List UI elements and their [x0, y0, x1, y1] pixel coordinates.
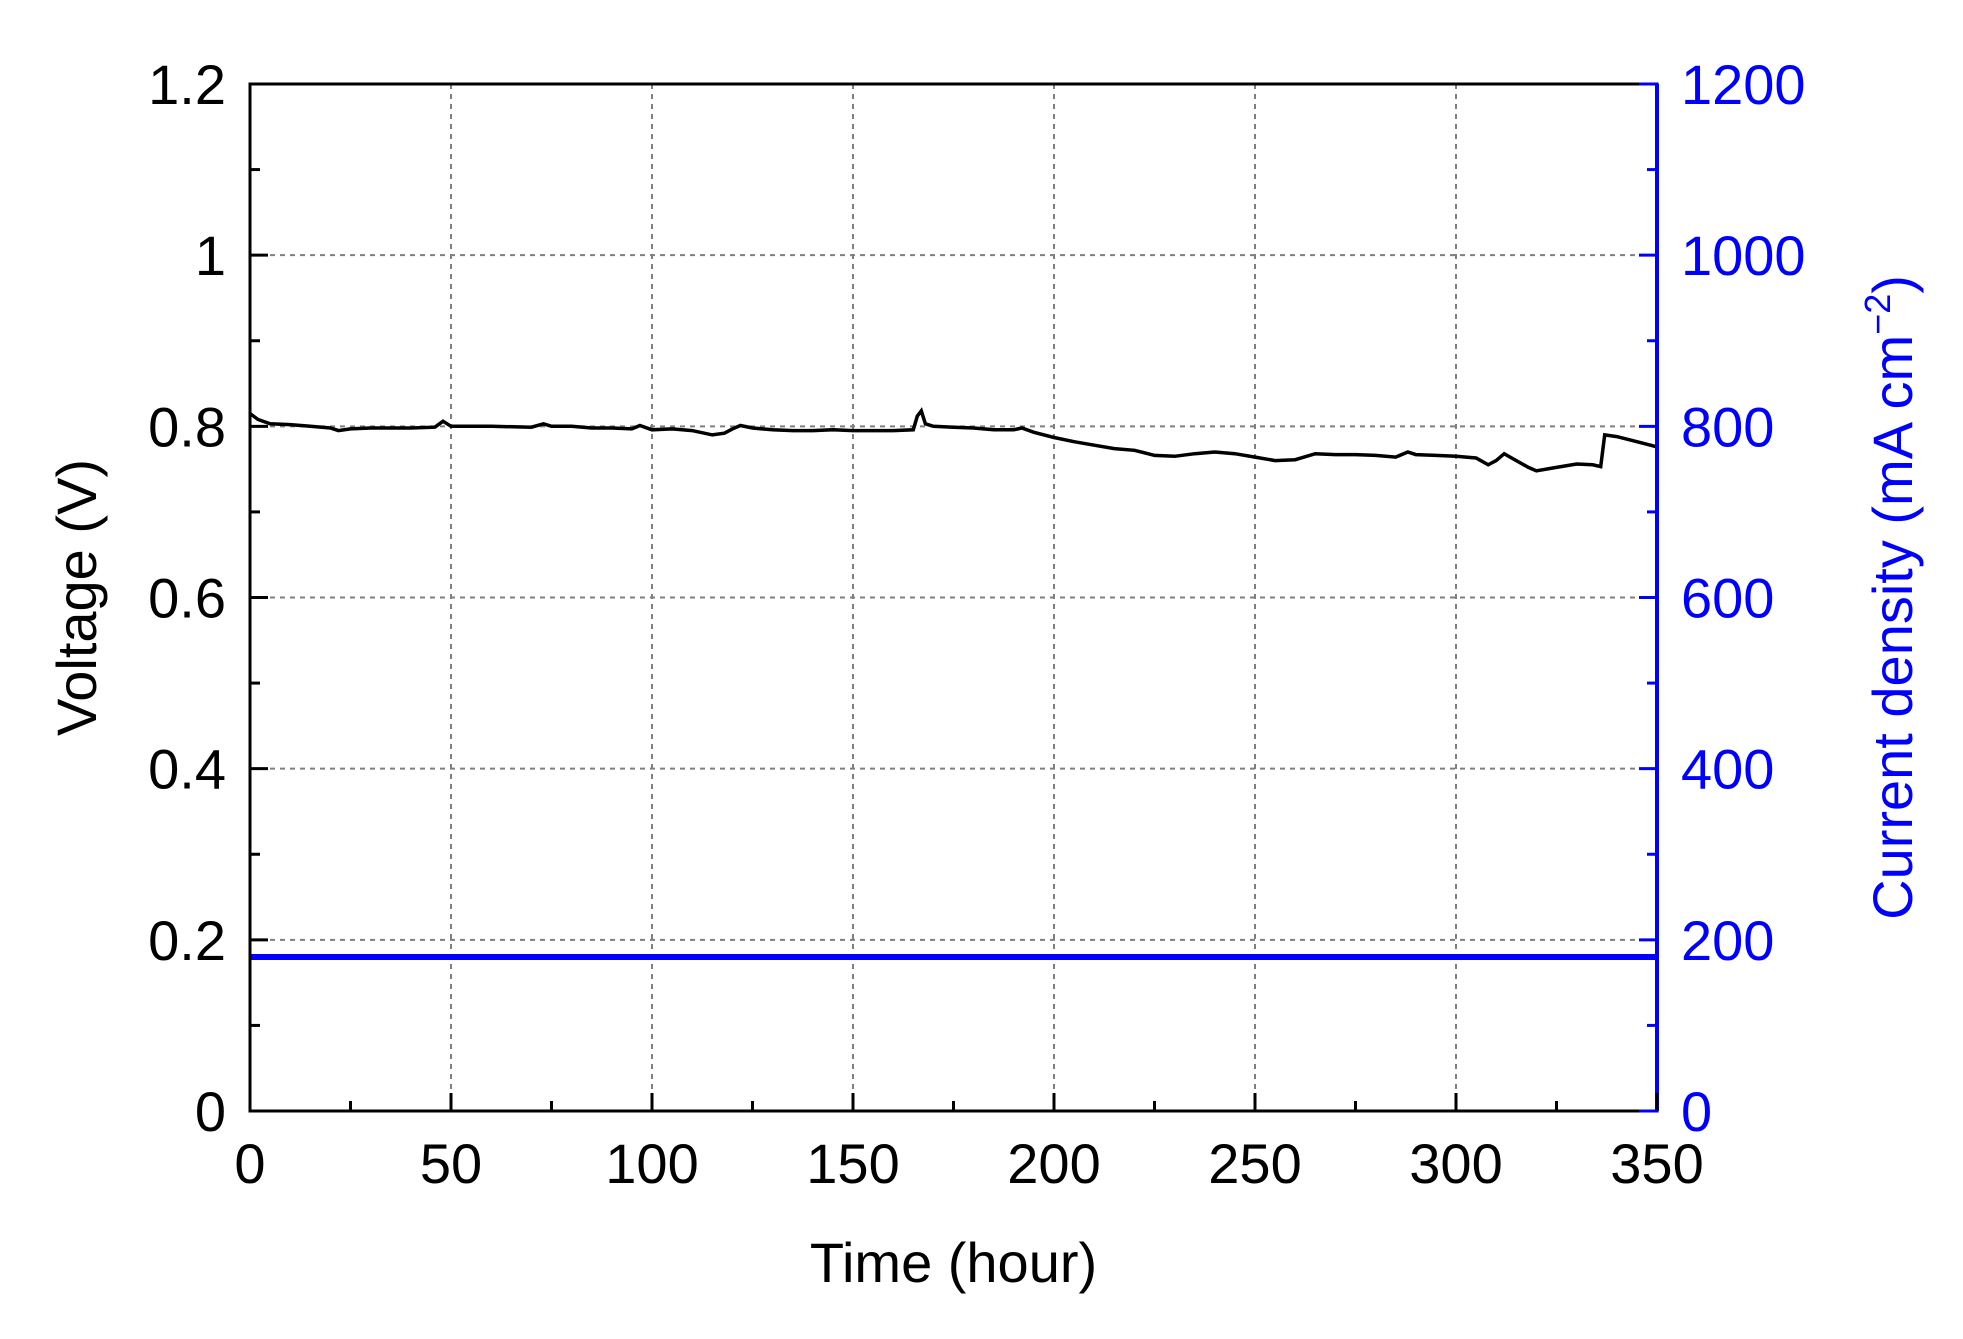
x-tick-label: 50 [420, 1132, 482, 1195]
x-tick-label: 250 [1208, 1132, 1301, 1195]
y-left-tick-label: 0.4 [148, 738, 226, 801]
y-right-tick-label: 1000 [1681, 224, 1806, 287]
y-right-axis-title-sup: −2 [1857, 294, 1898, 335]
ticks-layer [248, 82, 1659, 1113]
y-right-tick-label: 800 [1681, 395, 1774, 458]
y-left-tick-label: 0.8 [148, 395, 226, 458]
series-layer [248, 407, 1658, 960]
x-axis-title: Time (hour) [810, 1231, 1097, 1294]
y-left-tick-label: 1.2 [148, 53, 226, 116]
y-right-axis-title: Current density (mA cm−2) [1857, 275, 1924, 920]
y-right-axis-title-prefix: Current density (mA cm [1861, 335, 1924, 920]
y-right-tick-label: 600 [1681, 567, 1774, 630]
y-right-tick-label: 1200 [1681, 53, 1806, 116]
voltage-line [248, 407, 1658, 473]
y-left-tick-label: 0.6 [148, 567, 226, 630]
y-left-tick-label: 0.2 [148, 909, 226, 972]
x-tick-label: 150 [806, 1132, 899, 1195]
y-right-tick-label: 200 [1681, 909, 1774, 972]
y-right-tick-label: 400 [1681, 738, 1774, 801]
x-tick-label: 200 [1007, 1132, 1100, 1195]
y-right-axis-title-suffix: ) [1861, 275, 1924, 294]
y-left-tick-label: 1 [195, 224, 226, 287]
y-left-tick-label: 0 [195, 1080, 226, 1143]
x-tick-label: 300 [1409, 1132, 1502, 1195]
x-tick-label: 350 [1610, 1132, 1703, 1195]
grid-layer [250, 84, 1657, 1111]
x-tick-label: 0 [234, 1132, 265, 1195]
labels-layer: 0 50 100 150 200 250 300 35000.20.40.60.811.202… [148, 53, 1805, 1195]
x-tick-label: 100 [605, 1132, 698, 1195]
y-left-axis-title: Voltage (V) [45, 459, 108, 736]
y-right-tick-label: 0 [1681, 1080, 1712, 1143]
